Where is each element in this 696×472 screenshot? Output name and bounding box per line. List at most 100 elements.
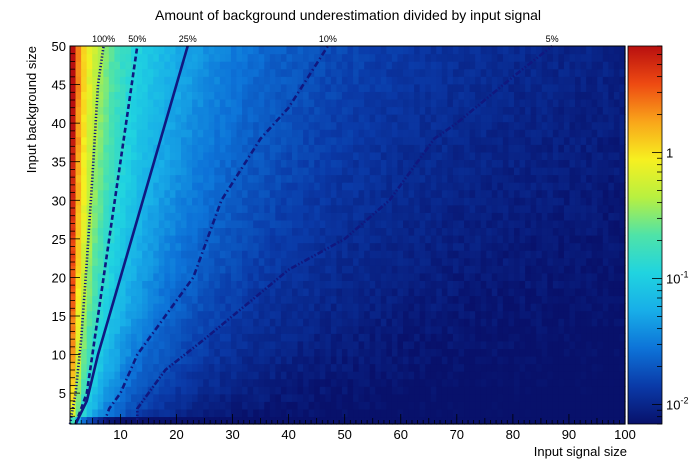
heatmap-cell: [330, 121, 337, 130]
heatmap-cell: [464, 91, 471, 100]
heatmap-cell: [591, 250, 598, 259]
heatmap-cell: [153, 393, 160, 402]
heatmap-cell: [186, 83, 193, 92]
heatmap-cell: [441, 310, 448, 319]
heatmap-cell: [347, 235, 354, 244]
heatmap-cell: [452, 303, 460, 312]
heatmap-cell: [364, 204, 371, 213]
heatmap-cell: [358, 68, 365, 77]
heatmap-cell: [403, 76, 410, 85]
heatmap-cell: [602, 83, 609, 92]
heatmap-cell: [391, 386, 399, 395]
heatmap-cell: [486, 227, 493, 236]
heatmap-cell: [619, 114, 626, 123]
heatmap-cell: [186, 363, 193, 372]
heatmap-cell: [325, 348, 332, 357]
heatmap-cell: [208, 280, 215, 289]
heatmap-cell: [514, 121, 521, 130]
heatmap-cell: [541, 106, 548, 115]
heatmap-cell: [75, 144, 82, 153]
heatmap-cell: [569, 174, 576, 183]
heatmap-cell: [491, 318, 498, 327]
heatmap-cell: [81, 386, 88, 395]
heatmap-cell: [142, 303, 149, 312]
heatmap-cell: [430, 355, 437, 365]
heatmap-cell: [558, 189, 565, 198]
heatmap-cell: [569, 53, 576, 62]
heatmap-cell: [586, 250, 593, 259]
heatmap-cell: [219, 242, 226, 251]
heatmap-cell: [225, 189, 232, 198]
heatmap-cell: [369, 401, 376, 410]
heatmap-cell: [164, 61, 171, 70]
heatmap-cell: [81, 265, 88, 274]
heatmap-cell: [131, 318, 138, 327]
heatmap-cell: [547, 325, 554, 334]
heatmap-cell: [325, 159, 332, 168]
heatmap-cell: [575, 378, 582, 387]
heatmap-cell: [219, 61, 226, 70]
heatmap-cell: [70, 144, 77, 153]
heatmap-cell: [297, 98, 304, 108]
heatmap-cell: [430, 310, 437, 319]
heatmap-cell: [314, 106, 321, 115]
heatmap-cell: [225, 333, 232, 342]
heatmap-cell: [525, 386, 532, 395]
heatmap-cell: [613, 136, 621, 145]
heatmap-cell: [386, 219, 393, 229]
heatmap-cell: [258, 333, 265, 342]
heatmap-cell: [353, 401, 360, 410]
heatmap-cell: [430, 303, 437, 312]
heatmap-cell: [214, 151, 221, 160]
heatmap-cell: [125, 408, 132, 418]
heatmap-cell: [452, 386, 460, 395]
heatmap-cell: [186, 303, 193, 312]
heatmap-cell: [181, 46, 188, 55]
heatmap-cell: [203, 76, 210, 85]
heatmap-cell: [264, 363, 271, 372]
heatmap-cell: [114, 250, 121, 259]
heatmap-cell: [419, 325, 426, 334]
heatmap-cell: [347, 151, 354, 160]
heatmap-cell: [236, 235, 243, 244]
heatmap-cell: [230, 272, 238, 281]
heatmap-cell: [563, 408, 571, 418]
heatmap-cell: [480, 257, 487, 266]
heatmap-cell: [269, 287, 276, 297]
heatmap-cell: [391, 91, 399, 100]
heatmap-cell: [380, 257, 387, 266]
heatmap-cell: [114, 151, 121, 160]
heatmap-cell: [353, 219, 360, 229]
heatmap-cell: [108, 318, 115, 327]
heatmap-cell: [403, 227, 410, 236]
heatmap-cell: [364, 386, 371, 395]
heatmap-cell: [247, 280, 254, 289]
heatmap-cell: [586, 189, 593, 198]
heatmap-cell: [325, 401, 332, 410]
heatmap-cell: [464, 61, 471, 70]
heatmap-cell: [119, 257, 127, 266]
heatmap-cell: [525, 272, 532, 281]
heatmap-cell: [153, 144, 160, 153]
heatmap-cell: [558, 46, 565, 55]
heatmap-cell: [253, 265, 260, 274]
heatmap-cell: [536, 136, 543, 145]
heatmap-cell: [591, 136, 598, 145]
heatmap-cell: [230, 257, 238, 266]
heatmap-cell: [358, 197, 365, 206]
heatmap-cell: [225, 401, 232, 410]
heatmap-cell: [497, 295, 504, 304]
heatmap-cell: [247, 159, 254, 168]
heatmap-cell: [225, 106, 232, 115]
heatmap-cell: [347, 355, 354, 365]
heatmap-cell: [475, 393, 482, 402]
heatmap-cell: [403, 159, 410, 168]
heatmap-cell: [280, 46, 288, 55]
heatmap-cell: [103, 174, 110, 183]
heatmap-cell: [464, 121, 471, 130]
heatmap-cell: [530, 83, 537, 92]
heatmap-cell: [230, 363, 238, 372]
heatmap-cell: [597, 219, 604, 229]
heatmap-cell: [280, 416, 288, 425]
heatmap-cell: [242, 242, 249, 251]
